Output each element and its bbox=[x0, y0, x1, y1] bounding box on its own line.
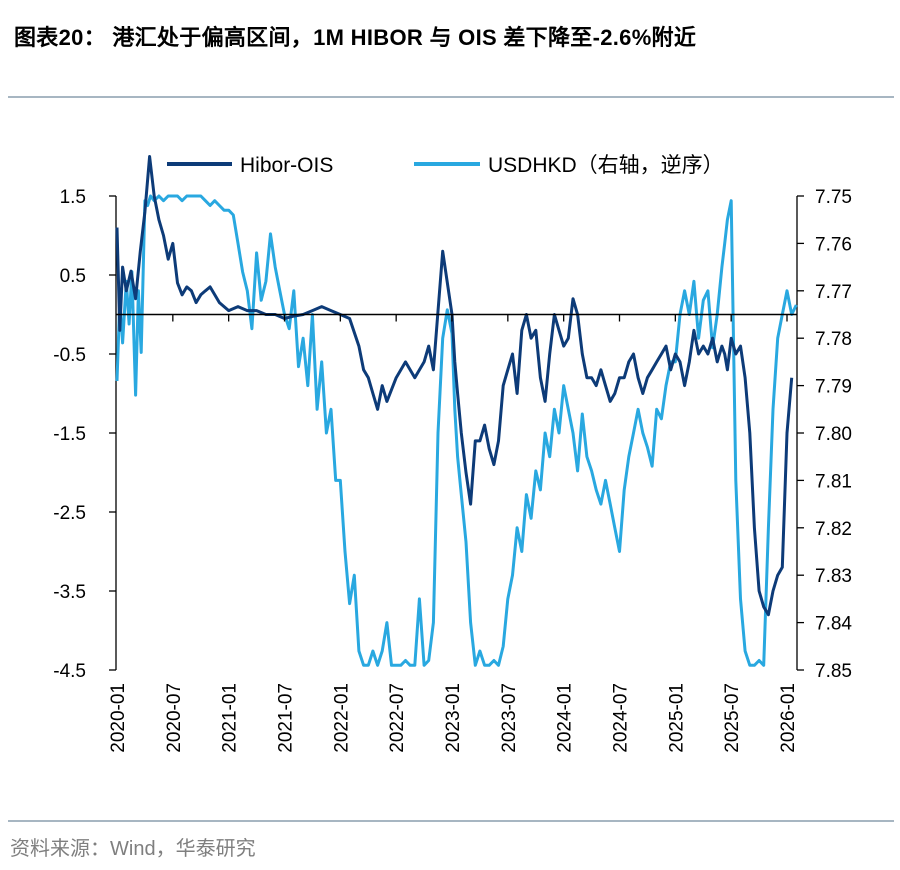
right-axis-tick-label: 7.80 bbox=[815, 424, 852, 445]
left-axis-tick-label: -1.5 bbox=[53, 424, 86, 445]
series-line-hibor-ois bbox=[115, 155, 794, 617]
x-axis-tick-label: 2022-07 bbox=[387, 683, 408, 753]
x-axis-tick-label: 2025-01 bbox=[666, 683, 687, 753]
right-axis-tick-label: 7.76 bbox=[815, 234, 852, 255]
right-axis-tick-label: 7.75 bbox=[815, 187, 852, 208]
x-axis-tick-label: 2023-07 bbox=[499, 683, 520, 753]
x-axis-tick-label: 2020-01 bbox=[108, 683, 129, 753]
x-axis-tick-label: 2026-01 bbox=[778, 683, 799, 753]
left-axis-tick-label: -4.5 bbox=[53, 661, 86, 682]
x-axis-tick-label: 2025-07 bbox=[722, 683, 743, 753]
x-axis-tick-label: 2023-01 bbox=[443, 683, 464, 753]
left-axis-tick-label: -0.5 bbox=[53, 345, 86, 366]
chart-title: 图表20： 港汇处于偏高区间，1M HIBOR 与 OIS 差下降至-2.6%附… bbox=[14, 25, 697, 50]
right-axis-tick-label: 7.83 bbox=[815, 566, 852, 587]
x-axis-tick-label: 2021-01 bbox=[220, 683, 241, 753]
series-line-usdhkd bbox=[115, 194, 798, 667]
legend: Hibor-OIS USDHKD（右轴，逆序） bbox=[167, 154, 724, 177]
right-axis-tick-label: 7.78 bbox=[815, 329, 852, 350]
axes: 1.5 0.5 -0.5 -1.5 -2.5 -3.5 -4.5 7.75 7.76 7.77 7.… bbox=[53, 187, 852, 682]
left-axis-tick-label: 1.5 bbox=[60, 187, 86, 208]
title-divider bbox=[8, 96, 894, 98]
series-layer bbox=[115, 155, 798, 667]
x-axis-tick-label: 2022-01 bbox=[331, 683, 352, 753]
source-divider bbox=[8, 820, 894, 822]
right-axis-tick-label: 7.82 bbox=[815, 519, 852, 540]
x-axis-tick-label: 2020-07 bbox=[164, 683, 185, 753]
x-axis-tick-label: 2021-07 bbox=[276, 683, 297, 753]
left-axis-tick-label: -3.5 bbox=[53, 582, 86, 603]
left-axis-tick-label: 0.5 bbox=[60, 266, 86, 287]
left-axis-tick-label: -2.5 bbox=[53, 503, 86, 524]
right-axis-tick-label: 7.85 bbox=[815, 661, 852, 682]
right-axis-tick-label: 7.79 bbox=[815, 377, 852, 398]
legend-label-usdhkd: USDHKD（右轴，逆序） bbox=[488, 154, 724, 177]
x-axis-tick-label: 2024-01 bbox=[555, 683, 576, 753]
source-note: 资料来源：Wind，华泰研究 bbox=[10, 838, 256, 860]
right-axis-tick-label: 7.84 bbox=[815, 614, 852, 635]
legend-label-hibor-ois: Hibor-OIS bbox=[240, 154, 333, 177]
right-axis-tick-label: 7.81 bbox=[815, 471, 852, 492]
x-axis-labels: 2020-01 2020-07 2021-01 2021-07 2022-01 2022-… bbox=[108, 683, 799, 753]
right-axis-tick-label: 7.77 bbox=[815, 282, 852, 303]
x-axis-tick-label: 2024-07 bbox=[611, 683, 632, 753]
